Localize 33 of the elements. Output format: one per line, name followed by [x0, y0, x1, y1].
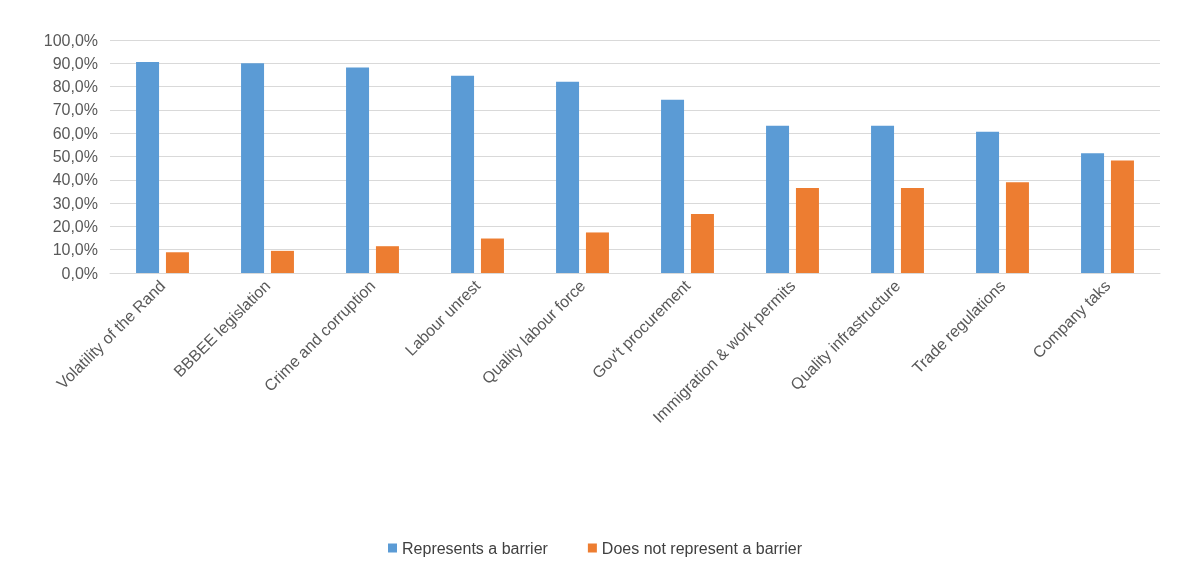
y-tick-label: 0,0%: [61, 264, 98, 282]
y-tick-label: 70,0%: [52, 101, 98, 119]
y-tick-label: 80,0%: [52, 78, 98, 96]
bar: [270, 250, 294, 273]
bar: [480, 238, 504, 273]
y-tick-label: 10,0%: [52, 241, 98, 259]
bar: [165, 252, 189, 273]
bar: [241, 63, 265, 273]
y-tick-label: 40,0%: [52, 171, 98, 189]
y-tick-label: 20,0%: [52, 217, 98, 235]
bar: [661, 99, 685, 273]
bar: [375, 246, 399, 273]
legend-label: Represents a barrier: [402, 539, 549, 557]
bar: [795, 187, 819, 273]
bar: [766, 125, 790, 273]
y-tick-label: 50,0%: [52, 148, 98, 165]
y-tick-label: 100,0%: [43, 31, 98, 49]
bar: [451, 75, 475, 273]
bar: [900, 187, 924, 273]
bar: [690, 214, 714, 273]
legend-label: Does not represent a barrier: [601, 539, 803, 557]
y-tick-label: 60,0%: [52, 124, 98, 142]
bar: [346, 67, 370, 273]
bar: [871, 125, 895, 273]
bar: [585, 232, 609, 273]
y-tick-label: 30,0%: [52, 194, 98, 212]
bar: [1110, 160, 1134, 273]
y-tick-label: 90,0%: [52, 54, 98, 72]
bar: [556, 81, 580, 273]
bar: [976, 131, 1000, 273]
bar: [1081, 153, 1105, 273]
bar: [1005, 182, 1029, 273]
bar: [136, 61, 160, 273]
